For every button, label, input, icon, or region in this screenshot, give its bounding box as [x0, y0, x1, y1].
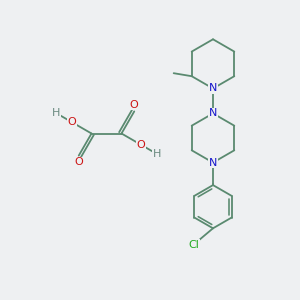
Text: H: H [52, 108, 61, 118]
Text: H: H [152, 149, 161, 159]
Text: Cl: Cl [189, 240, 200, 250]
Text: O: O [136, 140, 146, 150]
Text: O: O [130, 100, 139, 110]
Text: N: N [209, 108, 217, 118]
Text: N: N [209, 83, 217, 94]
Text: O: O [68, 117, 76, 127]
Text: N: N [209, 158, 217, 168]
Text: O: O [74, 157, 83, 167]
